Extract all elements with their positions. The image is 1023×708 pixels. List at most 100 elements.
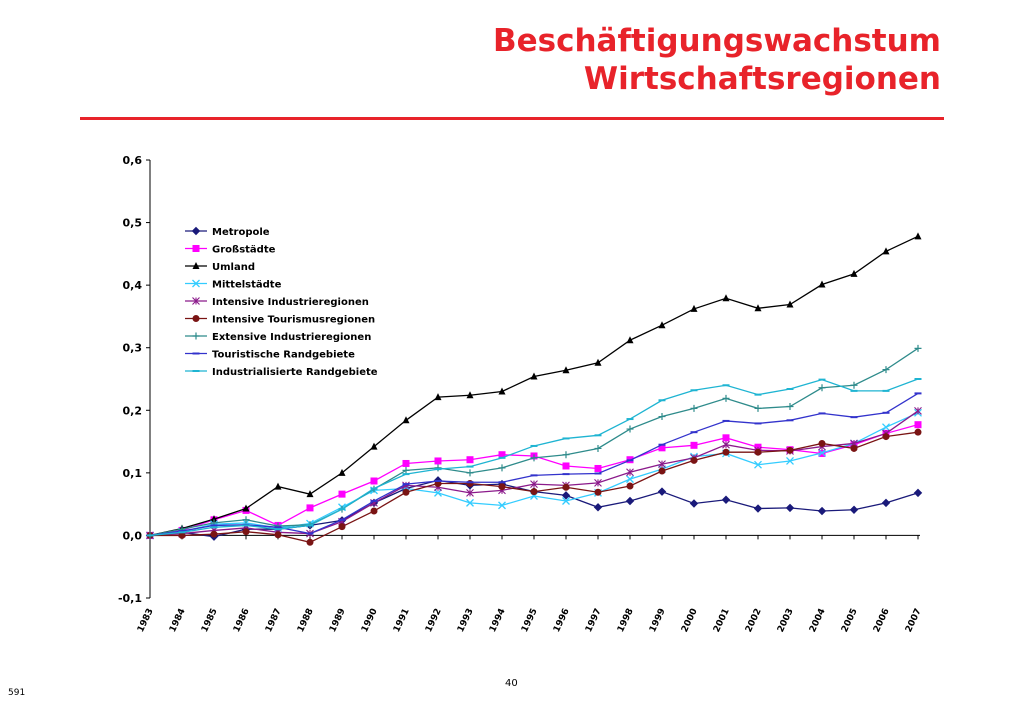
series-6-point [402, 466, 410, 474]
series-0-point [593, 503, 603, 512]
series-2-point [882, 247, 890, 255]
series-6-point [850, 381, 858, 389]
y-tick-label: 0,4 [123, 279, 143, 292]
series-4-point [466, 488, 474, 497]
x-tick-label: 2000 [680, 607, 700, 634]
x-tick-label: 2003 [776, 607, 796, 634]
x-tick-label: 1998 [616, 607, 636, 634]
series-3-point [818, 448, 826, 457]
x-tick-label: 1990 [360, 607, 380, 634]
series-2-point [850, 269, 858, 277]
y-tick-label: 0,6 [123, 154, 143, 167]
legend-label: Industrialisierte Randgebiete [212, 367, 378, 378]
series-1-point [402, 459, 410, 467]
series-3-point [626, 475, 634, 484]
series-6-point [786, 403, 794, 411]
series-1-line [149, 424, 919, 537]
y-tick-label: -0,1 [118, 592, 142, 605]
legend-label: Intensive Industrieregionen [212, 297, 369, 308]
series-3-point [786, 457, 794, 465]
x-tick-label: 2007 [904, 607, 924, 634]
x-tick-label: 1987 [264, 607, 284, 634]
series-5-point [786, 446, 794, 454]
series-6-point [914, 344, 922, 352]
series-3-line [149, 412, 919, 537]
series-5-point [178, 531, 186, 539]
x-tick-label: 1986 [232, 607, 252, 634]
series-3-point [754, 460, 762, 469]
legend-marker [192, 245, 200, 252]
series-0-point [721, 495, 731, 504]
series-0-point [689, 499, 699, 508]
series-7-line [149, 392, 919, 537]
series-5-point [498, 483, 506, 491]
series-2-point [594, 358, 602, 366]
series-2-point [786, 300, 794, 308]
page-number: 40 [505, 678, 518, 689]
series-2-point [914, 232, 922, 240]
series-5-point [882, 433, 890, 441]
series-5-point [370, 507, 378, 515]
series-4-point [914, 407, 922, 415]
series-2-point [722, 294, 730, 302]
series-6-point [562, 451, 570, 459]
series-5-point [818, 439, 826, 447]
page-title: Beschäftigungswachstum Wirtschaftsregion… [493, 22, 941, 98]
legend-label: Metropole [212, 227, 270, 238]
x-tick-label: 1983 [136, 607, 156, 634]
series-3-point [434, 488, 442, 497]
x-tick-label: 1996 [552, 607, 572, 634]
series-5-point [466, 479, 474, 487]
series-6-point [434, 464, 442, 472]
legend-label: Extensive Industrieregionen [212, 332, 371, 343]
series-0-point [817, 506, 827, 516]
series-5-point [210, 530, 218, 538]
series-4-point [530, 480, 538, 489]
x-tick-label: 1994 [488, 607, 508, 634]
series-2-point [818, 280, 826, 288]
series-5-point [562, 483, 570, 491]
series-4-point [594, 478, 602, 487]
series-0-point [849, 505, 859, 514]
series-5-point [594, 488, 602, 496]
series-4-point [626, 468, 634, 477]
legend-label: Großstädte [212, 245, 276, 256]
x-tick-label: 1985 [200, 607, 220, 634]
series-5-point [338, 523, 346, 531]
series-2-point [434, 393, 442, 401]
series-4-point [722, 440, 730, 449]
series-6-point [754, 404, 762, 412]
series-2-point [466, 391, 474, 399]
title-line-2: Wirtschaftsregionen [583, 61, 941, 97]
series-5-point [402, 488, 410, 496]
series-2-point [402, 416, 410, 424]
series-2-point [274, 482, 282, 490]
series-0-point [881, 498, 891, 508]
series-0-point [625, 496, 635, 506]
series-2-point [210, 515, 218, 523]
series-5-point [914, 428, 922, 436]
legend-label: Mittelstädte [212, 280, 282, 291]
series-1-point [306, 504, 314, 512]
series-0-point [785, 503, 795, 513]
legend-marker [192, 315, 200, 322]
series-6-point [722, 394, 730, 402]
legend-label: Intensive Tourismusregionen [212, 315, 375, 326]
y-tick-label: 0,5 [123, 217, 143, 230]
x-tick-label: 2004 [808, 607, 828, 634]
series-5-point [306, 538, 314, 546]
series-6-point [626, 425, 634, 433]
series-0-point [913, 488, 923, 498]
legend-marker [192, 262, 200, 269]
series-0-point [657, 487, 667, 496]
series-2-point [530, 372, 538, 380]
series-5-point [722, 448, 730, 456]
series-2-point [370, 442, 378, 450]
series-2-point [690, 304, 698, 312]
x-tick-label: 1984 [168, 607, 188, 634]
series-0-point [561, 491, 571, 500]
x-tick-label: 1999 [648, 607, 668, 634]
series-2-point [658, 321, 666, 329]
series-1-point [338, 490, 346, 498]
series-6-point [530, 454, 538, 462]
